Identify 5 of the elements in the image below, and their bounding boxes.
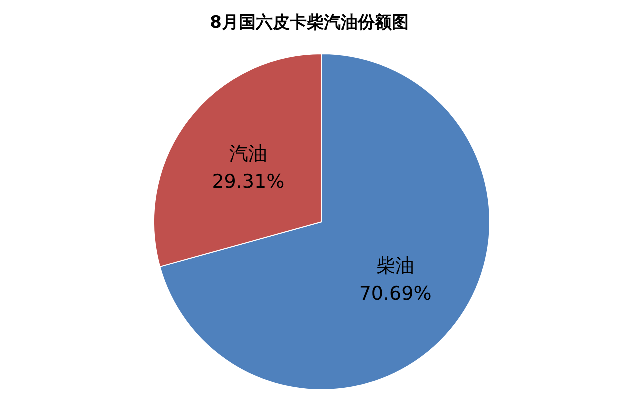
chart-title: 8月国六皮卡柴汽油份额图 bbox=[210, 13, 409, 33]
data-label: 70.69% bbox=[359, 282, 432, 305]
data-label: 29.31% bbox=[212, 171, 285, 194]
slice-label: 汽油 bbox=[229, 143, 268, 166]
slice-label: 柴油 bbox=[376, 254, 415, 277]
